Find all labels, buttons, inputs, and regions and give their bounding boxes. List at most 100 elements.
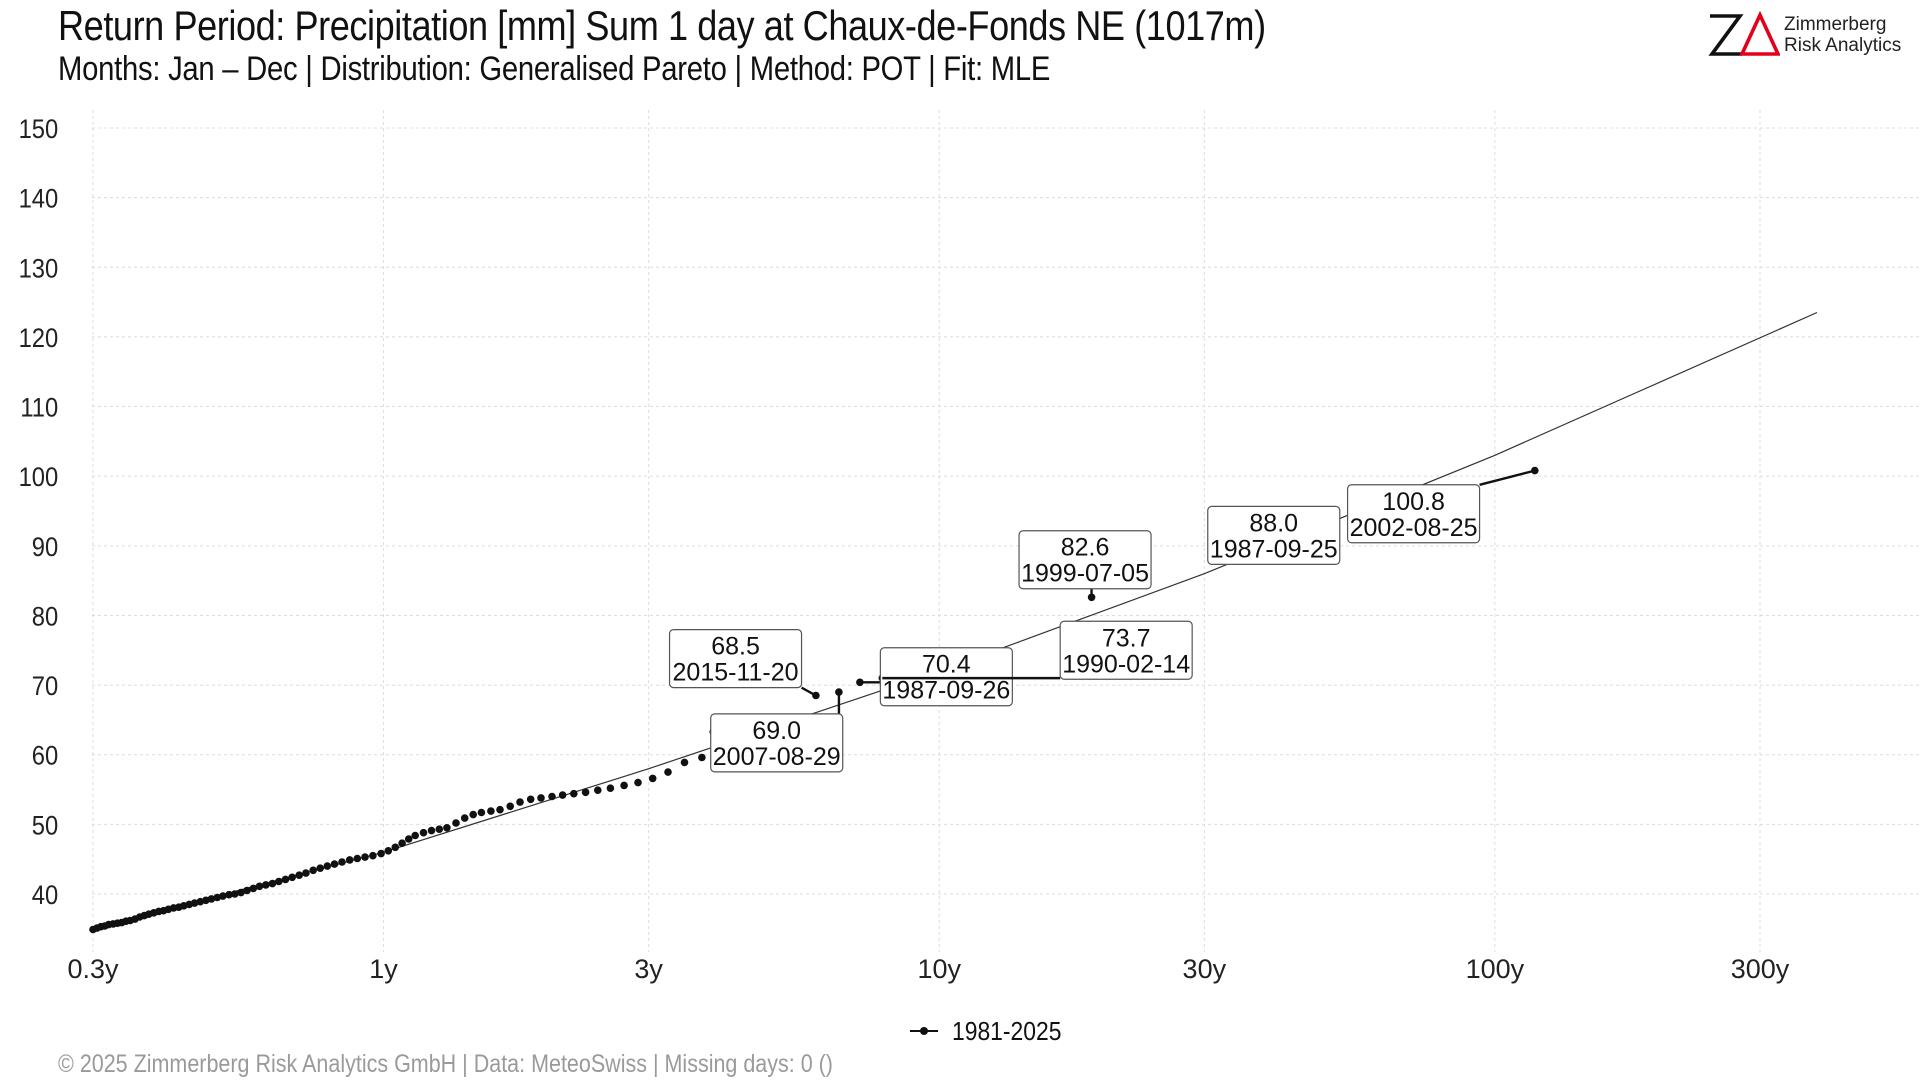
- data-point: [594, 786, 602, 794]
- logo-line-2: Risk Analytics: [1784, 35, 1902, 56]
- data-point: [275, 877, 283, 886]
- annotation-box: [1018, 530, 1152, 590]
- data-point: [620, 781, 628, 790]
- data-point: [262, 881, 270, 889]
- annotations: 68.52015-11-2069.02007-08-2970.41987-09-…: [668, 469, 1536, 773]
- annotation-value: 73.7: [1102, 624, 1151, 652]
- y-tick-label: 110: [20, 393, 58, 423]
- data-point: [243, 886, 251, 895]
- data-point: [469, 810, 478, 819]
- data-point: [516, 798, 524, 806]
- logo-text: Zimmerberg Risk Analytics: [1784, 14, 1901, 56]
- y-tick-label: 90: [32, 532, 58, 562]
- annotation-date: 1999-07-05: [1021, 560, 1149, 588]
- y-tick-labels: 40 50 60 70 80 90 100 110 120 130 140 150: [19, 115, 59, 911]
- annotation-value: 82.6: [1061, 534, 1110, 562]
- data-point: [225, 890, 233, 899]
- annotation-date: 2002-08-25: [1350, 514, 1478, 542]
- y-tick-label: 80: [32, 602, 58, 632]
- data-point: [288, 873, 297, 882]
- data-point: [460, 814, 469, 822]
- chart-subtitle: Months: Jan – Dec | Distribution: Genera…: [58, 50, 1051, 88]
- data-point: [361, 853, 369, 861]
- annotation-date: 1990-02-14: [1062, 650, 1190, 678]
- annotation-date: 1987-09-25: [1210, 535, 1338, 563]
- x-tick-label: 10y: [917, 954, 961, 984]
- data-point: [237, 888, 245, 897]
- y-tick-label: 150: [19, 115, 59, 145]
- data-point: [452, 819, 460, 827]
- annotation-box: [1207, 505, 1341, 565]
- data-point: [398, 839, 406, 847]
- x-tick-label: 30y: [1183, 954, 1227, 984]
- x-tick-label: 0.3y: [67, 954, 119, 984]
- legend: 1981-2025: [910, 1016, 1076, 1046]
- y-tick-label: 140: [19, 184, 59, 214]
- x-tick-label: 1y: [369, 954, 398, 984]
- data-point: [377, 849, 385, 858]
- annotation-date: 2015-11-20: [673, 659, 799, 687]
- legend-marker-icon: [910, 1021, 938, 1041]
- data-point: [255, 882, 264, 891]
- data-point: [537, 794, 545, 802]
- data-point: [323, 862, 332, 870]
- data-point: [249, 884, 258, 893]
- annotation-value: 69.0: [752, 717, 801, 745]
- annotation-date: 2007-08-29: [713, 743, 841, 771]
- data-point: [404, 835, 413, 843]
- data-point: [496, 805, 504, 814]
- y-tick-label: 120: [19, 324, 59, 354]
- data-point: [506, 802, 514, 811]
- y-tick-label: 40: [32, 881, 58, 911]
- data-point: [219, 892, 227, 900]
- chart-title: Return Period: Precipitation [mm] Sum 1 …: [58, 2, 1266, 49]
- data-point: [856, 678, 864, 687]
- data-point: [427, 826, 436, 835]
- data-point: [231, 890, 239, 898]
- y-tick-label: 70: [32, 672, 58, 702]
- data-point: [316, 864, 325, 872]
- data-point: [295, 871, 304, 879]
- data-point: [345, 856, 354, 864]
- y-tick-label: 50: [32, 811, 58, 841]
- annotation-value: 70.4: [922, 651, 971, 679]
- annotation-box: [668, 629, 803, 689]
- annotation-box: [1346, 484, 1481, 544]
- data-point: [548, 792, 556, 801]
- data-point: [309, 866, 318, 875]
- annotation-box: [879, 647, 1013, 707]
- data-point: [698, 753, 706, 762]
- data-point: [302, 869, 310, 877]
- data-point: [391, 843, 400, 852]
- y-tick-label: 60: [32, 741, 58, 771]
- fit-line-group: [92, 311, 1818, 930]
- x-tick-label: 3y: [634, 954, 663, 984]
- annotation-value: 88.0: [1249, 509, 1298, 537]
- annotation-value: 100.8: [1382, 488, 1445, 516]
- data-point: [207, 895, 216, 903]
- fit-line: [92, 311, 1818, 930]
- annotation-value: 68.5: [711, 633, 760, 661]
- data-point: [634, 778, 642, 787]
- y-tick-label: 100: [19, 463, 59, 493]
- annotation-date: 1987-09-26: [882, 677, 1010, 705]
- data-point: [338, 858, 346, 866]
- y-tick-label: 130: [19, 254, 59, 284]
- data-point: [648, 774, 657, 783]
- logo-line-1: Zimmerberg: [1784, 14, 1887, 35]
- legend-label: 1981-2025: [952, 1015, 1062, 1046]
- company-logo: Zimmerberg Risk Analytics: [1706, 10, 1906, 60]
- data-point: [419, 828, 428, 837]
- data-point: [487, 807, 495, 815]
- data-point: [353, 854, 362, 863]
- data-point: [190, 899, 199, 907]
- data-point: [213, 893, 221, 902]
- data-point: [581, 788, 590, 797]
- data-point: [330, 860, 339, 868]
